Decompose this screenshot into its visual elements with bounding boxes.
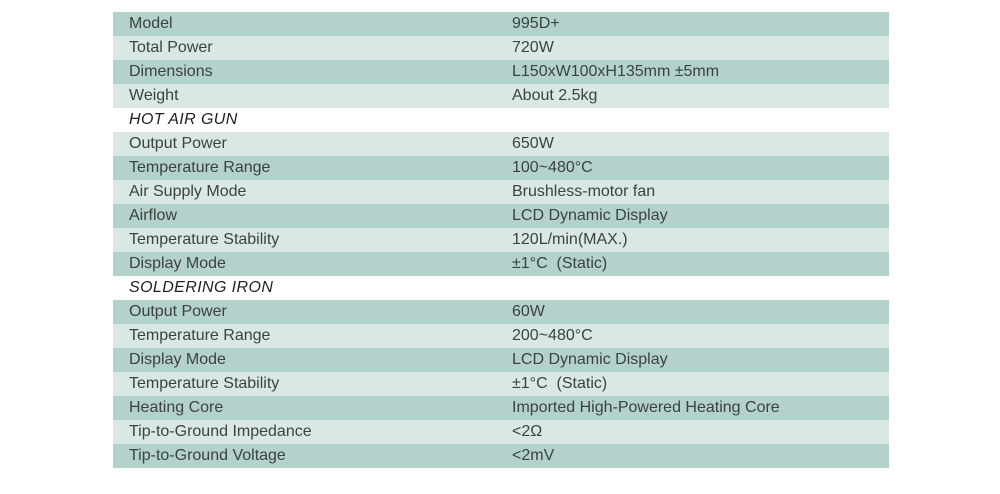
spec-value: 650W [512, 135, 554, 152]
section-title: SOLDERING IRON [129, 279, 274, 296]
spec-value: 720W [512, 39, 554, 56]
table-row: Temperature Stability ±1°C (Static) [113, 372, 889, 396]
spec-value: 120L/min(MAX.) [512, 231, 628, 248]
spec-label: Output Power [129, 303, 227, 320]
table-row: Tip-to-Ground Voltage <2mV [113, 444, 889, 468]
table-row: Output Power 650W [113, 132, 889, 156]
spec-value: 995D+ [512, 15, 560, 32]
spec-label: Airflow [129, 207, 178, 224]
spec-label: Model [129, 15, 173, 32]
table-row: Weight About 2.5kg [113, 84, 889, 108]
spec-value: ±1°C (Static) [512, 375, 608, 392]
spec-value: LCD Dynamic Display [512, 351, 668, 368]
table-row: Model 995D+ [113, 12, 889, 36]
spec-label: Tip-to-Ground Impedance [129, 423, 312, 440]
spec-label: Temperature Stability [129, 375, 280, 392]
spec-label: Air Supply Mode [129, 183, 247, 200]
spec-label: Weight [129, 87, 179, 104]
spec-label: Display Mode [129, 255, 226, 272]
table-row: Air Supply Mode Brushless-motor fan [113, 180, 889, 204]
spec-label: Dimensions [129, 63, 213, 80]
spec-label: Tip-to-Ground Voltage [129, 447, 286, 464]
spec-label: Temperature Stability [129, 231, 280, 248]
spec-label: Temperature Range [129, 327, 271, 344]
table-row: Dimensions L150xW100xH135mm ±5mm [113, 60, 889, 84]
spec-label: Output Power [129, 135, 227, 152]
spec-value: L150xW100xH135mm ±5mm [512, 63, 720, 80]
spec-value: About 2.5kg [512, 87, 598, 104]
table-row: Airflow LCD Dynamic Display [113, 204, 889, 228]
section-header-row: HOT AIR GUN [113, 108, 889, 132]
spec-value: ±1°C (Static) [512, 255, 608, 272]
spec-value: 60W [512, 303, 545, 320]
table-row: Temperature Range 200~480°C [113, 324, 889, 348]
spec-value: Brushless-motor fan [512, 183, 656, 200]
table-row: Output Power 60W [113, 300, 889, 324]
spec-value: Imported High-Powered Heating Core [512, 399, 780, 416]
spec-value: 100~480°C [512, 159, 593, 176]
spec-label: Heating Core [129, 399, 224, 416]
table-row: Temperature Stability 120L/min(MAX.) [113, 228, 889, 252]
section-header-row: SOLDERING IRON [113, 276, 889, 300]
spec-label: Temperature Range [129, 159, 271, 176]
table-row: Display Mode LCD Dynamic Display [113, 348, 889, 372]
table-row: Tip-to-Ground Impedance <2Ω [113, 420, 889, 444]
spec-value: <2mV [512, 447, 555, 464]
table-row: Heating Core Imported High-Powered Heatin… [113, 396, 889, 420]
table-row: Temperature Range 100~480°C [113, 156, 889, 180]
spec-value: LCD Dynamic Display [512, 207, 668, 224]
spec-label: Total Power [129, 39, 213, 56]
spec-value: 200~480°C [512, 327, 593, 344]
table-row: Display Mode ±1°C (Static) [113, 252, 889, 276]
table-row: Total Power 720W [113, 36, 889, 60]
section-title: HOT AIR GUN [129, 111, 238, 128]
spec-label: Display Mode [129, 351, 226, 368]
spec-value: <2Ω [512, 423, 543, 440]
spec-table: Model 995D+ Total Power 720W Dimensions L150x… [113, 12, 889, 468]
